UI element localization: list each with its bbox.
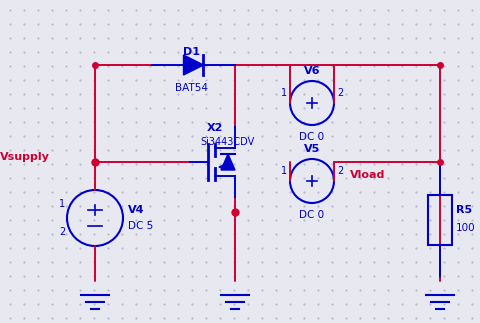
Polygon shape (183, 55, 203, 75)
Text: 100: 100 (455, 223, 475, 233)
Text: 2: 2 (59, 227, 65, 237)
Text: V4: V4 (128, 205, 144, 215)
Text: 1: 1 (280, 88, 287, 98)
Text: 2: 2 (336, 88, 342, 98)
Text: V5: V5 (303, 144, 320, 154)
Text: R5: R5 (455, 205, 471, 215)
Text: V6: V6 (303, 66, 320, 76)
Text: 2: 2 (336, 166, 342, 176)
Text: X2: X2 (206, 123, 223, 133)
Polygon shape (220, 154, 235, 170)
Text: Vload: Vload (349, 170, 384, 180)
Text: BAT54: BAT54 (175, 83, 208, 93)
Text: Si3443CDV: Si3443CDV (200, 137, 254, 147)
Text: Vsupply: Vsupply (0, 152, 50, 162)
Text: 1: 1 (280, 166, 287, 176)
Text: DC 5: DC 5 (128, 221, 153, 231)
Text: 1: 1 (59, 199, 65, 209)
Text: D1: D1 (183, 47, 200, 57)
Bar (427, 195, 451, 245)
Text: DC 0: DC 0 (299, 132, 324, 142)
Text: DC 0: DC 0 (299, 210, 324, 220)
